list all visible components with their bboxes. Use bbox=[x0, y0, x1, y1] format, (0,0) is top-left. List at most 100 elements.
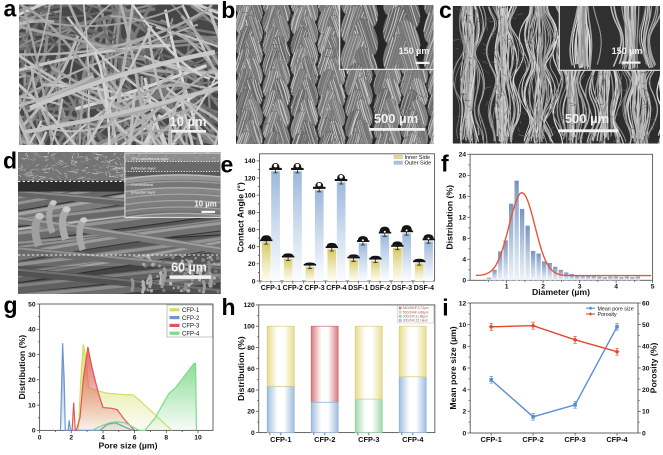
svg-text:Outer Side: Outer Side bbox=[405, 161, 432, 167]
svg-text:100: 100 bbox=[244, 324, 255, 331]
svg-text:d: d bbox=[3, 148, 17, 174]
svg-text:30D/24F,15.14µm: 30D/24F,15.14µm bbox=[403, 319, 429, 323]
svg-text:CFP-4: CFP-4 bbox=[402, 435, 424, 444]
svg-text:g: g bbox=[4, 292, 18, 318]
svg-text:CFP-3: CFP-3 bbox=[182, 324, 200, 330]
svg-text:0: 0 bbox=[462, 430, 466, 437]
svg-text:0: 0 bbox=[642, 430, 646, 437]
svg-text:20: 20 bbox=[248, 261, 256, 268]
svg-text:2: 2 bbox=[462, 409, 466, 416]
svg-text:3: 3 bbox=[578, 283, 582, 290]
svg-text:0: 0 bbox=[252, 278, 256, 285]
svg-text:CFP-4: CFP-4 bbox=[182, 331, 200, 337]
svg-text:10 µm: 10 µm bbox=[169, 114, 206, 129]
svg-text:500 µm: 500 µm bbox=[565, 111, 609, 126]
svg-text:60: 60 bbox=[642, 300, 650, 307]
svg-text:4: 4 bbox=[101, 434, 105, 441]
svg-text:50D/24HF,4.88µm: 50D/24HF,4.88µm bbox=[403, 310, 429, 314]
svg-text:120: 120 bbox=[244, 175, 255, 182]
svg-text:10: 10 bbox=[459, 322, 467, 329]
svg-text:Porosity (%): Porosity (%) bbox=[649, 343, 659, 394]
svg-text:60: 60 bbox=[248, 227, 256, 234]
svg-text:Mean pore size: Mean pore size bbox=[598, 306, 634, 312]
svg-text:TPU nanofibrous layer: TPU nanofibrous layer bbox=[131, 157, 170, 161]
svg-text:10: 10 bbox=[194, 434, 202, 441]
svg-text:2: 2 bbox=[69, 434, 73, 441]
svg-text:10: 10 bbox=[28, 402, 36, 409]
svg-text:40: 40 bbox=[248, 244, 256, 251]
svg-text:0: 0 bbox=[38, 434, 42, 441]
svg-text:8: 8 bbox=[462, 344, 466, 351]
svg-text:i: i bbox=[442, 294, 448, 320]
svg-text:24: 24 bbox=[459, 152, 467, 159]
svg-text:12: 12 bbox=[459, 300, 467, 307]
svg-text:CFP-2: CFP-2 bbox=[182, 316, 200, 322]
svg-text:80: 80 bbox=[248, 210, 256, 217]
svg-text:Contact Angle (°): Contact Angle (°) bbox=[236, 182, 246, 252]
svg-text:DSF-3: DSF-3 bbox=[392, 285, 412, 292]
svg-text:40: 40 bbox=[642, 344, 650, 351]
svg-text:CFP-1: CFP-1 bbox=[261, 285, 281, 292]
svg-text:CFP-1: CFP-1 bbox=[182, 308, 200, 314]
svg-text:40: 40 bbox=[247, 387, 255, 394]
svg-text:Distribution (%): Distribution (%) bbox=[17, 335, 27, 400]
svg-text:CFP-1: CFP-1 bbox=[481, 435, 502, 444]
svg-text:60: 60 bbox=[247, 366, 255, 373]
svg-text:f: f bbox=[441, 150, 449, 176]
svg-text:40: 40 bbox=[28, 327, 36, 334]
svg-text:h: h bbox=[222, 294, 236, 320]
svg-text:50: 50 bbox=[28, 301, 36, 308]
svg-text:c: c bbox=[439, 0, 452, 23]
svg-text:0: 0 bbox=[32, 428, 36, 435]
svg-text:20: 20 bbox=[247, 409, 255, 416]
svg-text:30D/12F,11.86µm: 30D/12F,11.86µm bbox=[403, 315, 428, 319]
svg-text:Distribution (%): Distribution (%) bbox=[445, 185, 455, 250]
svg-text:150 µm: 150 µm bbox=[612, 46, 643, 56]
svg-text:20: 20 bbox=[459, 173, 467, 180]
svg-text:Porosity: Porosity bbox=[598, 312, 617, 318]
svg-text:e: e bbox=[221, 151, 234, 177]
svg-text:Mean pore size (µm): Mean pore size (µm) bbox=[448, 326, 458, 409]
svg-text:polyester layer: polyester layer bbox=[131, 191, 156, 195]
svg-text:8: 8 bbox=[462, 236, 466, 243]
svg-text:2: 2 bbox=[541, 283, 545, 290]
svg-text:6: 6 bbox=[462, 365, 466, 372]
svg-text:4: 4 bbox=[462, 257, 466, 264]
svg-text:120: 120 bbox=[244, 302, 255, 309]
svg-text:4: 4 bbox=[614, 283, 618, 290]
svg-text:150 µm: 150 µm bbox=[399, 46, 430, 56]
svg-text:140: 140 bbox=[244, 158, 255, 165]
svg-text:4: 4 bbox=[462, 387, 466, 394]
svg-text:80: 80 bbox=[247, 345, 255, 352]
svg-text:CFP-1: CFP-1 bbox=[270, 435, 291, 444]
svg-text:1: 1 bbox=[505, 283, 509, 290]
svg-text:Pore size (µm): Pore size (µm) bbox=[98, 441, 157, 451]
svg-text:10 µm: 10 µm bbox=[194, 199, 216, 208]
svg-text:100: 100 bbox=[244, 193, 255, 200]
svg-text:Inner Side: Inner Side bbox=[405, 155, 431, 161]
svg-text:DSF-4: DSF-4 bbox=[414, 285, 434, 292]
svg-text:Distribution (%): Distribution (%) bbox=[236, 336, 246, 401]
svg-text:CFP-3: CFP-3 bbox=[564, 435, 585, 444]
svg-text:CFP-2: CFP-2 bbox=[522, 435, 543, 444]
svg-text:0: 0 bbox=[462, 278, 466, 285]
svg-text:CFP-4: CFP-4 bbox=[326, 285, 346, 292]
svg-text:CFP-4: CFP-4 bbox=[606, 435, 628, 444]
svg-text:30: 30 bbox=[642, 365, 650, 372]
svg-text:CFP-2: CFP-2 bbox=[283, 285, 303, 292]
svg-text:10: 10 bbox=[642, 409, 650, 416]
svg-text:b: b bbox=[221, 0, 235, 23]
svg-text:60 µm: 60 µm bbox=[171, 261, 207, 275]
svg-text:30: 30 bbox=[28, 352, 36, 359]
svg-text:DSF-2: DSF-2 bbox=[370, 285, 390, 292]
svg-text:84D/36HF,0.73µm: 84D/36HF,0.73µm bbox=[403, 306, 429, 310]
svg-text:CFP-3: CFP-3 bbox=[304, 285, 324, 292]
svg-text:500 µm: 500 µm bbox=[374, 111, 418, 126]
svg-text:DSF-1: DSF-1 bbox=[348, 285, 368, 292]
svg-text:20: 20 bbox=[642, 387, 650, 394]
svg-text:8: 8 bbox=[164, 434, 168, 441]
svg-text:Diameter (µm): Diameter (µm) bbox=[532, 287, 590, 297]
svg-text:CFP-3: CFP-3 bbox=[358, 435, 379, 444]
svg-text:5: 5 bbox=[651, 283, 655, 290]
svg-text:20: 20 bbox=[28, 377, 36, 384]
